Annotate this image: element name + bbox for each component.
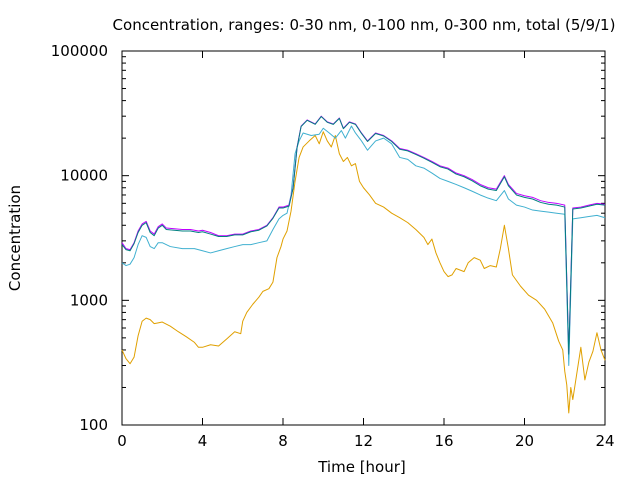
x-tick-label: 8: [278, 432, 288, 450]
y-axis-label: Concentration: [6, 185, 24, 291]
x-tick-label: 24: [595, 432, 614, 450]
x-tick-label: 16: [434, 432, 453, 450]
plot-frame: [121, 50, 606, 426]
y-tick-label: 100: [79, 416, 108, 434]
x-axis-label: Time [hour]: [317, 458, 406, 476]
x-tick-label: 4: [198, 432, 208, 450]
y-tick-label: 10000: [60, 167, 108, 185]
series-line-1: [121, 131, 606, 414]
series-line-4: [121, 116, 606, 355]
x-tick-label: 12: [354, 432, 373, 450]
series-line-3: [121, 115, 606, 354]
series-lines: [121, 115, 606, 414]
x-tick-label: 20: [515, 432, 534, 450]
series-line-2: [121, 125, 606, 367]
axis-tick-labels: 0 4 8 12 16 20 24 100 1000 10000 100000: [51, 42, 615, 450]
axis-ticks: [121, 51, 606, 426]
chart-title: Concentration, ranges: 0-30 nm, 0-100 nm…: [113, 16, 616, 34]
x-tick-label: 0: [117, 432, 127, 450]
y-tick-label: 100000: [51, 42, 108, 60]
y-tick-label: 1000: [70, 291, 108, 309]
